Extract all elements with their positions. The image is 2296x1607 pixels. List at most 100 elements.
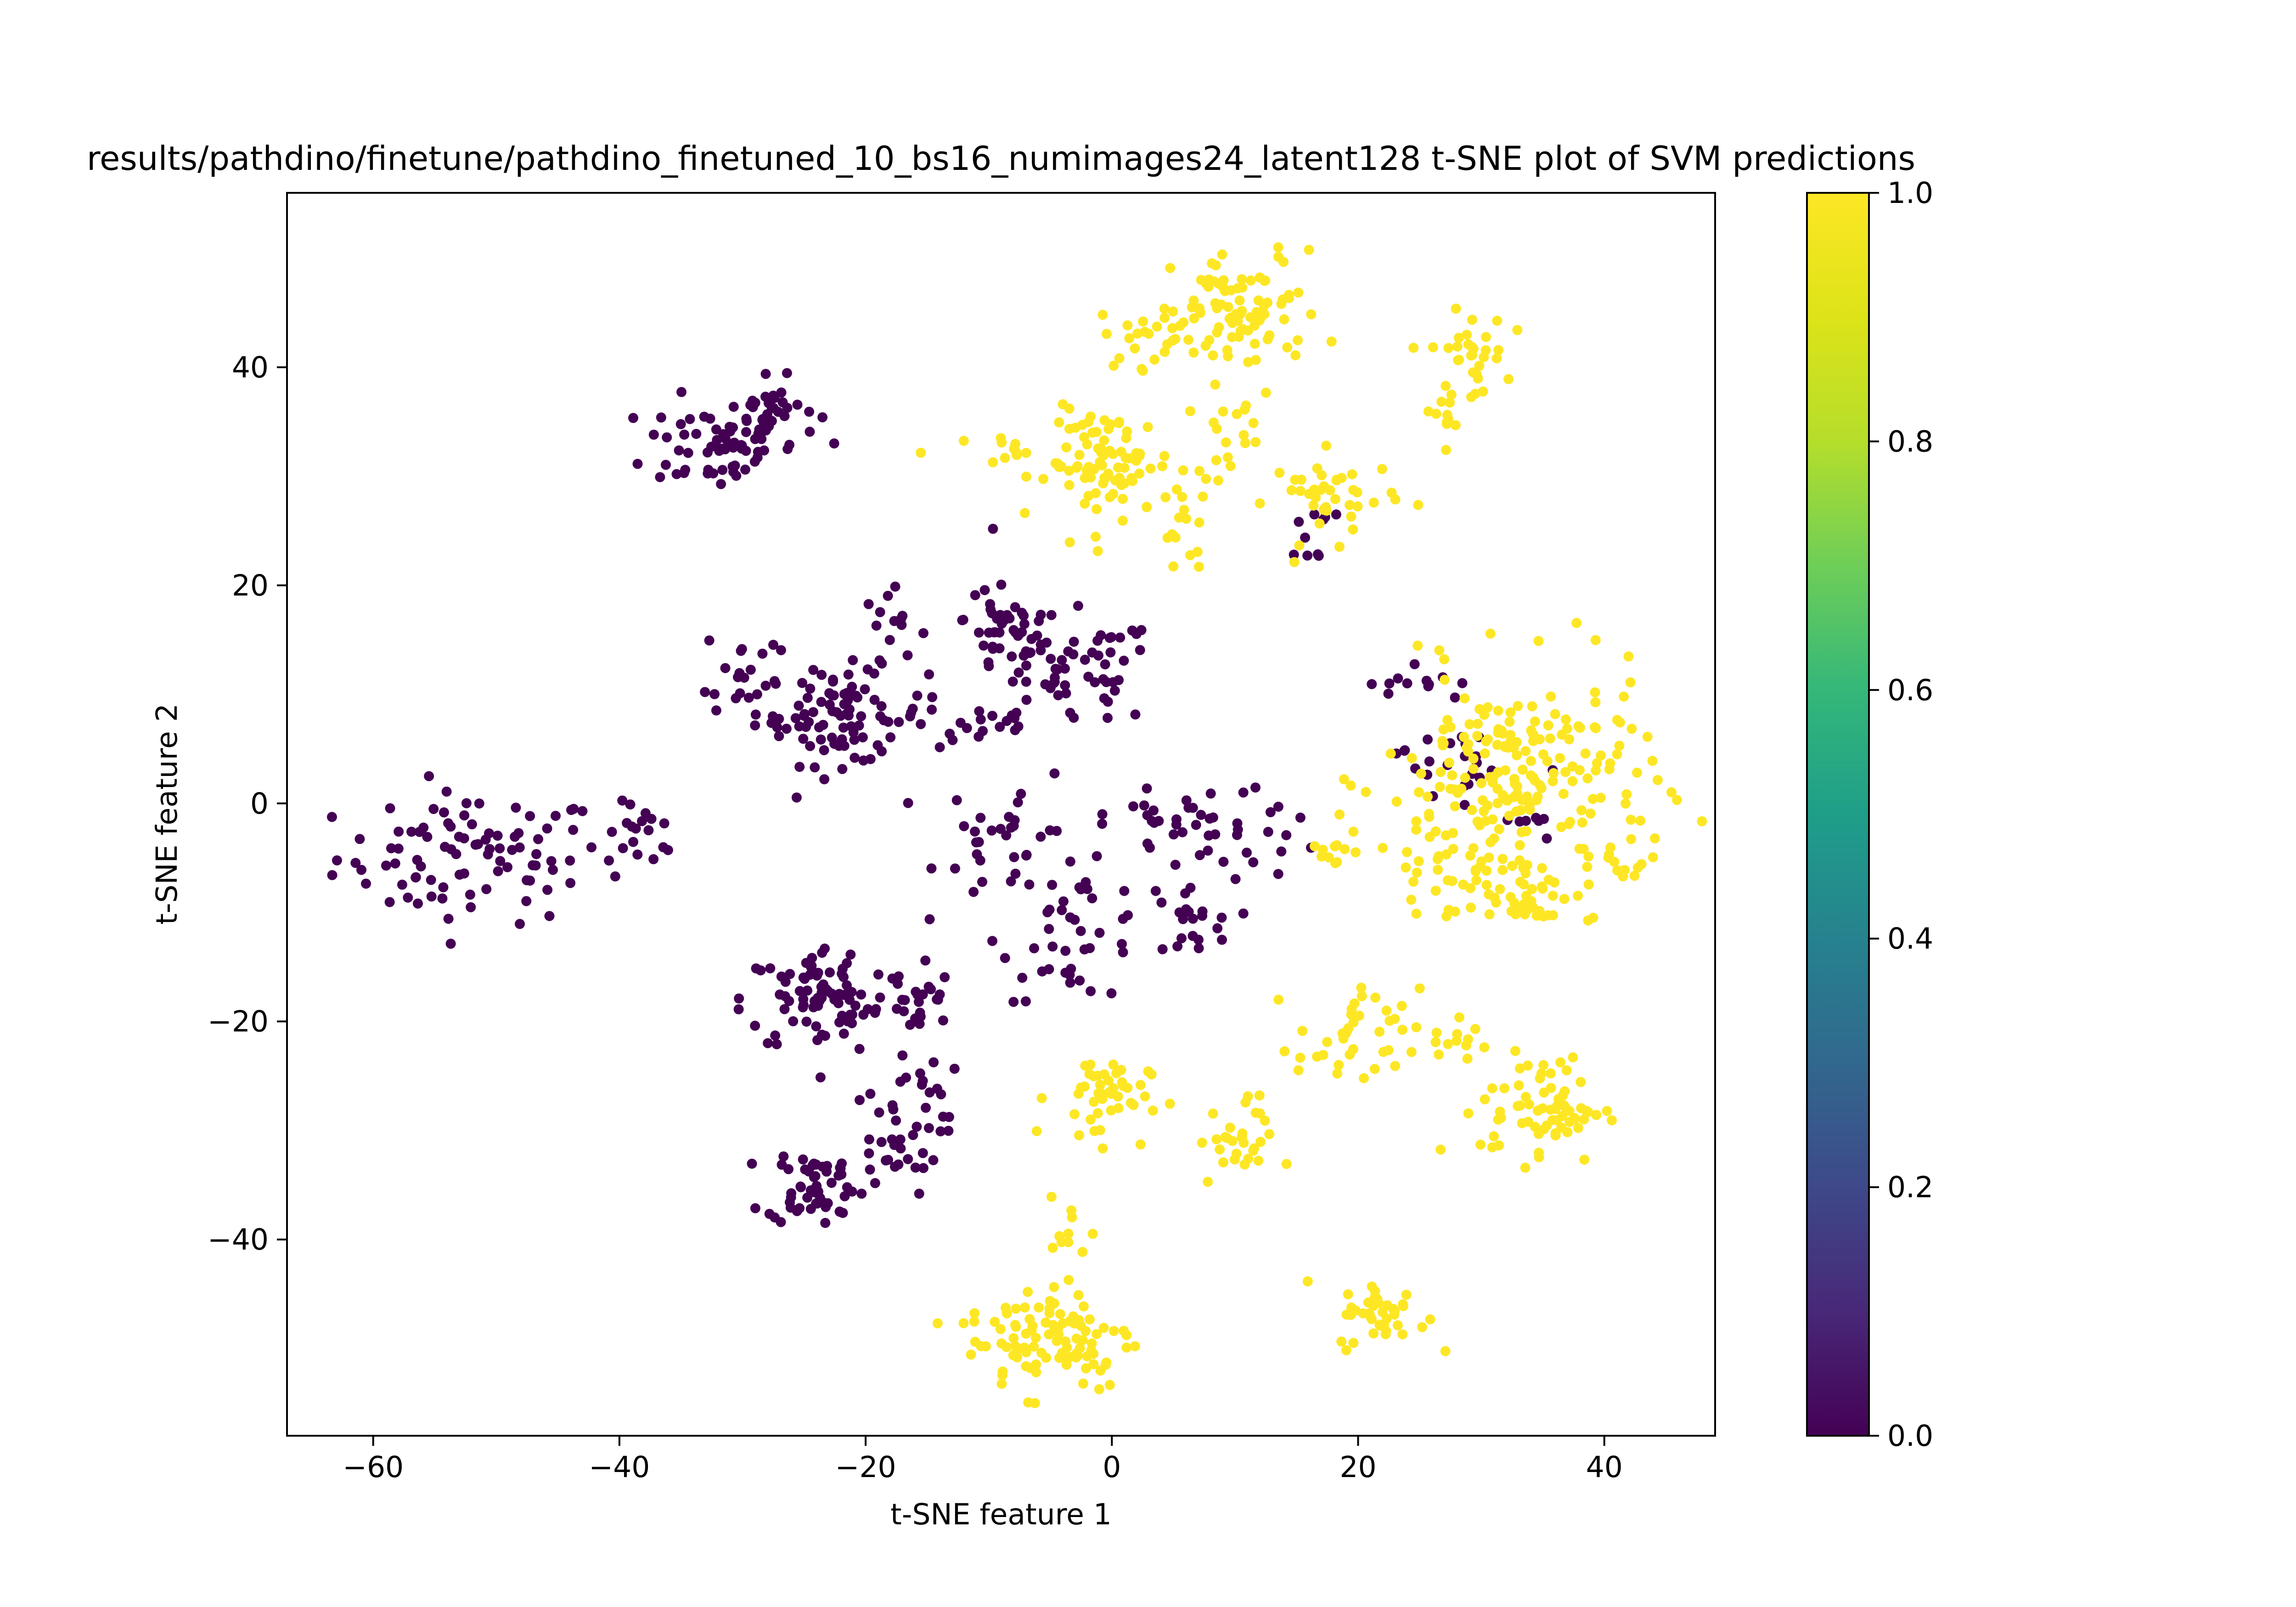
point-class-0	[860, 684, 870, 695]
point-class-1	[1614, 741, 1625, 751]
point-class-1	[1510, 909, 1521, 920]
point-class-0	[1142, 783, 1152, 794]
point-class-0	[648, 854, 659, 865]
point-class-0	[812, 1198, 822, 1209]
point-class-1	[1055, 1309, 1065, 1319]
point-class-1	[1330, 858, 1340, 868]
point-class-0	[776, 645, 786, 656]
point-class-0	[891, 1115, 901, 1126]
point-class-1	[1122, 320, 1133, 331]
point-class-0	[1080, 877, 1091, 888]
point-class-0	[935, 1126, 946, 1136]
point-class-0	[765, 963, 776, 973]
point-class-0	[709, 689, 720, 699]
point-class-1	[1484, 889, 1494, 899]
point-class-0	[871, 620, 882, 631]
point-class-0	[640, 808, 651, 819]
point-class-0	[928, 1155, 939, 1165]
point-class-1	[1139, 326, 1150, 337]
point-class-0	[1457, 678, 1468, 688]
point-class-1	[1546, 691, 1556, 702]
point-class-1	[1401, 862, 1411, 873]
point-class-1	[1062, 1342, 1072, 1353]
point-class-1	[1491, 897, 1501, 908]
point-class-0	[926, 863, 937, 874]
point-class-1	[1590, 635, 1601, 646]
point-class-1	[1071, 1352, 1081, 1363]
point-class-0	[842, 1182, 852, 1192]
point-class-1	[1092, 1329, 1102, 1339]
point-class-0	[824, 699, 835, 710]
point-class-0	[1238, 908, 1249, 919]
point-class-1	[1476, 856, 1487, 867]
point-class-1	[1604, 849, 1614, 860]
point-class-0	[769, 393, 780, 403]
point-class-1	[1482, 702, 1493, 713]
point-class-0	[1044, 924, 1054, 934]
point-class-1	[1293, 1065, 1304, 1075]
point-class-1	[1036, 1093, 1047, 1103]
point-class-1	[1472, 730, 1483, 741]
point-class-1	[1354, 1011, 1364, 1021]
point-class-0	[1423, 734, 1433, 745]
point-class-0	[679, 429, 690, 440]
point-class-0	[1149, 818, 1159, 828]
point-class-0	[411, 872, 421, 882]
y-axis: −40 −20 0 20 40	[208, 351, 287, 1257]
point-class-0	[927, 692, 938, 702]
point-class-0	[837, 1158, 847, 1169]
point-class-0	[786, 1192, 796, 1202]
point-class-0	[877, 746, 887, 757]
point-class-1	[1250, 437, 1261, 447]
point-class-0	[393, 843, 404, 854]
point-class-1	[1095, 1365, 1106, 1376]
point-class-0	[873, 969, 884, 980]
point-class-0	[1019, 619, 1030, 629]
point-class-1	[1434, 851, 1444, 861]
point-class-0	[974, 837, 984, 847]
point-class-1	[1473, 719, 1483, 729]
point-class-1	[1636, 859, 1647, 870]
point-class-0	[671, 469, 682, 479]
point-class-0	[1172, 941, 1183, 952]
point-class-1	[1591, 1110, 1602, 1120]
point-class-1	[1411, 825, 1421, 835]
point-class-1	[1521, 890, 1531, 901]
point-class-1	[1475, 1140, 1486, 1150]
point-class-0	[804, 1166, 814, 1177]
point-class-1	[1078, 1301, 1089, 1312]
point-class-0	[839, 699, 850, 709]
point-class-1	[1450, 801, 1460, 812]
point-class-1	[1331, 474, 1342, 485]
point-class-0	[912, 691, 923, 701]
point-class-0	[1073, 601, 1083, 611]
point-class-1	[1130, 1341, 1140, 1352]
point-class-0	[895, 1134, 906, 1145]
point-class-1	[1582, 773, 1593, 784]
point-class-1	[1074, 1130, 1084, 1141]
point-class-1	[1218, 1157, 1228, 1168]
point-class-1	[1555, 1057, 1566, 1068]
point-class-0	[1087, 647, 1097, 658]
point-class-1	[1609, 856, 1620, 867]
point-class-0	[1183, 907, 1193, 917]
point-class-0	[731, 471, 742, 481]
point-class-0	[940, 972, 950, 983]
chart-title: results/pathdino/finetune/pathdino_finet…	[87, 139, 1915, 178]
point-class-1	[1562, 1127, 1573, 1137]
point-class-0	[815, 1072, 826, 1083]
point-class-1	[1441, 445, 1451, 455]
point-class-1	[1079, 432, 1089, 443]
point-class-0	[542, 885, 553, 895]
point-class-0	[986, 825, 997, 836]
point-class-0	[773, 406, 783, 417]
point-class-1	[1104, 445, 1115, 456]
point-class-0	[720, 433, 731, 444]
point-class-1	[1011, 1304, 1021, 1314]
point-class-1	[1453, 332, 1464, 343]
point-class-0	[808, 665, 819, 675]
point-class-0	[806, 962, 816, 972]
point-class-0	[1289, 550, 1299, 560]
point-class-1	[1507, 860, 1518, 871]
colorbar-tick-label: 0.0	[1887, 1419, 1933, 1453]
